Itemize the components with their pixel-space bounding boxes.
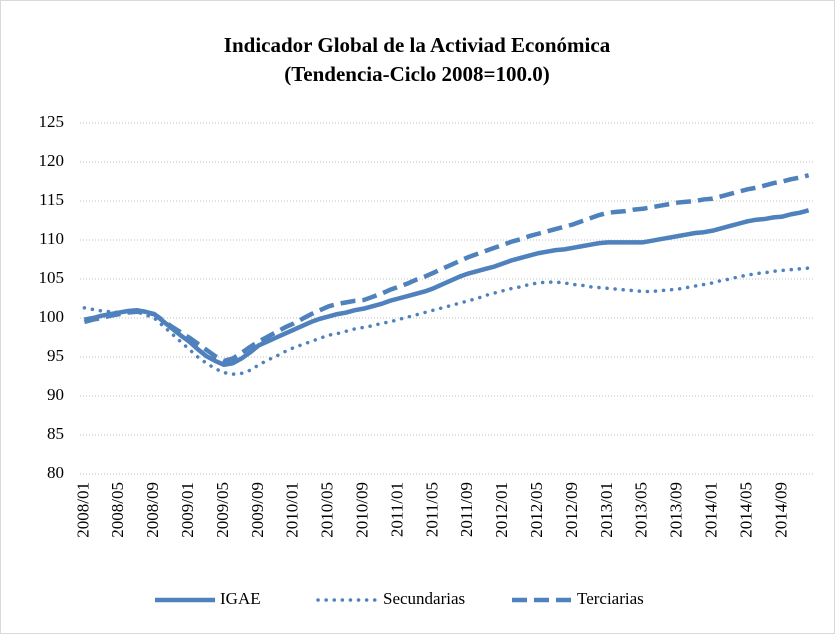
y-tick-label: 105 xyxy=(39,268,65,287)
x-tick-label: 2011/05 xyxy=(422,482,441,537)
y-tick-label: 120 xyxy=(39,151,65,170)
y-tick-label: 85 xyxy=(47,424,64,443)
x-tick-label: 2011/01 xyxy=(387,482,406,537)
chart-subtitle: (Tendencia-Ciclo 2008=100.0) xyxy=(284,62,550,86)
series-line xyxy=(83,208,810,368)
y-tick-label: 110 xyxy=(39,229,64,248)
x-tick-label: 2013/09 xyxy=(667,482,686,538)
x-tick-label: 2014/09 xyxy=(771,482,790,538)
y-tick-label: 90 xyxy=(47,385,64,404)
y-tick-label: 80 xyxy=(47,463,64,482)
x-tick-label: 2008/09 xyxy=(143,482,162,538)
legend-label: Terciarias xyxy=(577,589,644,608)
x-tick-label: 2009/01 xyxy=(178,482,197,538)
x-tick-label: 2012/09 xyxy=(562,482,581,538)
x-tick-label: 2013/01 xyxy=(597,482,616,538)
x-tick-label: 2012/05 xyxy=(527,482,546,538)
x-tick-label: 2008/01 xyxy=(73,482,92,538)
y-tick-label: 100 xyxy=(39,307,65,326)
series-line xyxy=(83,173,810,364)
y-tick-label: 125 xyxy=(39,112,65,131)
x-tick-label: 2010/09 xyxy=(353,482,372,538)
y-tick-label: 95 xyxy=(47,346,64,365)
x-tick-label: 2010/05 xyxy=(318,482,337,538)
x-tick-label: 2009/05 xyxy=(213,482,232,538)
legend-label: IGAE xyxy=(220,589,261,608)
x-tick-label: 2014/01 xyxy=(702,482,721,538)
x-tick-label: 2009/09 xyxy=(248,482,267,538)
x-tick-label: 2013/05 xyxy=(632,482,651,538)
legend-label: Secundarias xyxy=(383,589,465,608)
x-tick-label: 2008/05 xyxy=(108,482,127,538)
y-tick-label: 115 xyxy=(39,190,64,209)
x-tick-label: 2014/05 xyxy=(736,482,755,538)
chart-title: Indicador Global de la Activiad Económic… xyxy=(224,33,611,57)
x-tick-label: 2012/01 xyxy=(492,482,511,538)
series-line xyxy=(82,266,811,376)
x-tick-label: 2010/01 xyxy=(283,482,302,538)
x-tick-label: 2011/09 xyxy=(457,482,476,537)
